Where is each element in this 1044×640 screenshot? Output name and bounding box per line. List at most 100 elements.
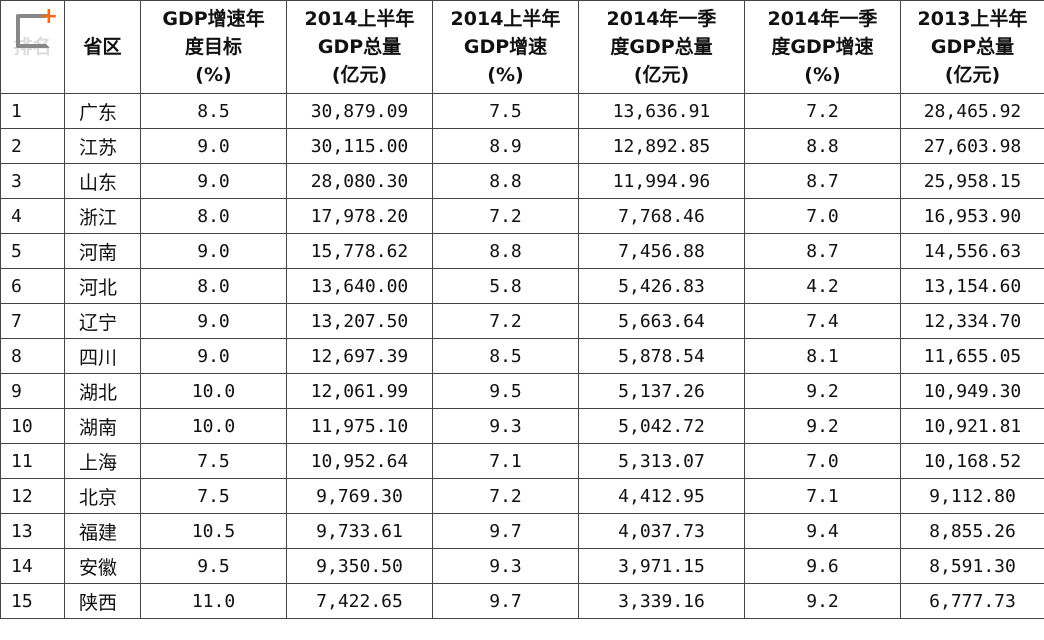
table-row: 8 四川 9.0 12,697.39 8.5 5,878.54 8.1 11,655.05 [0, 338, 1044, 374]
value-cell: 12,697.39 [286, 338, 433, 374]
value-cell: 28,080.30 [286, 163, 433, 199]
table-row: 7 辽宁 9.0 13,207.50 7.2 5,663.64 7.4 12,334.70 [0, 303, 1044, 339]
header-row: 排名省区GDP增速年度目标(%)2014上半年GDP总量(亿元)2014上半年G… [0, 0, 1044, 94]
table-row: 12 北京 7.5 9,769.30 7.2 4,412.95 7.1 9,112.80 [0, 478, 1044, 514]
value-cell: 6,777.73 [900, 583, 1044, 619]
value-cell: 30,879.09 [286, 93, 433, 129]
rank-cell: 1 [0, 93, 65, 129]
value-cell: 11.0 [140, 583, 287, 619]
rank-cell: 9 [0, 373, 65, 409]
value-cell: 8.8 [744, 128, 901, 164]
value-cell: 5,137.26 [578, 373, 745, 409]
value-cell: 10,949.30 [900, 373, 1044, 409]
value-cell: 7.2 [432, 478, 579, 514]
table-row: 9 湖北 10.0 12,061.99 9.5 5,137.26 9.2 10,949.30 [0, 373, 1044, 409]
value-cell: 8.0 [140, 268, 287, 304]
value-cell: 8.5 [140, 93, 287, 129]
column-header-line: 省区 [83, 36, 122, 58]
value-cell: 7.1 [744, 478, 901, 514]
value-cell: 13,154.60 [900, 268, 1044, 304]
value-cell: 10,952.64 [286, 443, 433, 479]
value-cell: 27,603.98 [900, 128, 1044, 164]
column-header-line: GDP总量 [930, 36, 1015, 58]
value-cell: 9.7 [432, 583, 579, 619]
value-cell: 11,655.05 [900, 338, 1044, 374]
value-cell: 7.5 [140, 478, 287, 514]
value-cell: 9,733.61 [286, 513, 433, 549]
value-cell: 28,465.92 [900, 93, 1044, 129]
table-row: 2 江苏 9.0 30,115.00 8.9 12,892.85 8.8 27,603.98 [0, 128, 1044, 164]
app-logo-icon: + [6, 4, 60, 58]
value-cell: 7.5 [432, 93, 579, 129]
table-body: 1 广东 8.5 30,879.09 7.5 13,636.91 7.2 28,465.92 2… [0, 93, 1044, 619]
rank-cell: 14 [0, 548, 65, 584]
value-cell: 7,422.65 [286, 583, 433, 619]
value-cell: 9.4 [744, 513, 901, 549]
table-row: 1 广东 8.5 30,879.09 7.5 13,636.91 7.2 28,465.92 [0, 93, 1044, 129]
value-cell: 7,456.88 [578, 233, 745, 269]
value-cell: 4.2 [744, 268, 901, 304]
rank-cell: 12 [0, 478, 65, 514]
province-cell: 浙江 [64, 198, 141, 234]
rank-cell: 8 [0, 338, 65, 374]
value-cell: 10.0 [140, 373, 287, 409]
value-cell: 8.1 [744, 338, 901, 374]
column-header: GDP增速年 度目标 (%) [140, 0, 287, 94]
value-cell: 8,591.30 [900, 548, 1044, 584]
value-cell: 5,313.07 [578, 443, 745, 479]
province-cell: 安徽 [64, 548, 141, 584]
value-cell: 10,921.81 [900, 408, 1044, 444]
column-header-line: 度GDP总量 [610, 36, 713, 58]
value-cell: 8.7 [744, 233, 901, 269]
value-cell: 7.2 [432, 303, 579, 339]
value-cell: 9.5 [140, 548, 287, 584]
column-header-line: 2014年一季 [606, 8, 717, 30]
column-header: 省区 [64, 0, 141, 94]
value-cell: 8.7 [744, 163, 901, 199]
value-cell: 25,958.15 [900, 163, 1044, 199]
rank-cell: 7 [0, 303, 65, 339]
province-cell: 四川 [64, 338, 141, 374]
column-header-line: GDP增速 [463, 36, 548, 58]
value-cell: 5,663.64 [578, 303, 745, 339]
table-row: 6 河北 8.0 13,640.00 5.8 5,426.83 4.2 13,154.60 [0, 268, 1044, 304]
table-row: 14 安徽 9.5 9,350.50 9.3 3,971.15 9.6 8,591.30 [0, 548, 1044, 584]
value-cell: 5,878.54 [578, 338, 745, 374]
value-cell: 8,855.26 [900, 513, 1044, 549]
province-cell: 辽宁 [64, 303, 141, 339]
value-cell: 9.0 [140, 128, 287, 164]
value-cell: 9.3 [432, 408, 579, 444]
value-cell: 17,978.20 [286, 198, 433, 234]
province-cell: 福建 [64, 513, 141, 549]
value-cell: 8.0 [140, 198, 287, 234]
value-cell: 4,412.95 [578, 478, 745, 514]
table-row: 15 陕西 11.0 7,422.65 9.7 3,339.16 9.2 6,777.73 [0, 583, 1044, 619]
table-row: 13 福建 10.5 9,733.61 9.7 4,037.73 9.4 8,855.26 [0, 513, 1044, 549]
rank-cell: 11 [0, 443, 65, 479]
rank-cell: 10 [0, 408, 65, 444]
column-header-line: (%) [804, 64, 841, 86]
value-cell: 7,768.46 [578, 198, 745, 234]
column-header-line: (亿元) [633, 64, 690, 86]
province-cell: 广东 [64, 93, 141, 129]
value-cell: 9.2 [744, 373, 901, 409]
column-header-line: GDP增速年 [162, 8, 265, 30]
value-cell: 3,339.16 [578, 583, 745, 619]
value-cell: 10.5 [140, 513, 287, 549]
province-cell: 河南 [64, 233, 141, 269]
value-cell: 3,971.15 [578, 548, 745, 584]
column-header-line: 2014上半年 [450, 8, 561, 30]
column-header: 2014年一季 度GDP总量 (亿元) [578, 0, 745, 94]
column-header-line: 度GDP增速 [771, 36, 874, 58]
column-header: 2014年一季 度GDP增速 (%) [744, 0, 901, 94]
value-cell: 9.2 [744, 408, 901, 444]
value-cell: 9.7 [432, 513, 579, 549]
value-cell: 9,769.30 [286, 478, 433, 514]
value-cell: 13,207.50 [286, 303, 433, 339]
rank-cell: 15 [0, 583, 65, 619]
table-row: 11 上海 7.5 10,952.64 7.1 5,313.07 7.0 10,168.52 [0, 443, 1044, 479]
table-header: 排名省区GDP增速年度目标(%)2014上半年GDP总量(亿元)2014上半年G… [0, 0, 1044, 94]
province-cell: 湖南 [64, 408, 141, 444]
value-cell: 12,061.99 [286, 373, 433, 409]
value-cell: 12,334.70 [900, 303, 1044, 339]
